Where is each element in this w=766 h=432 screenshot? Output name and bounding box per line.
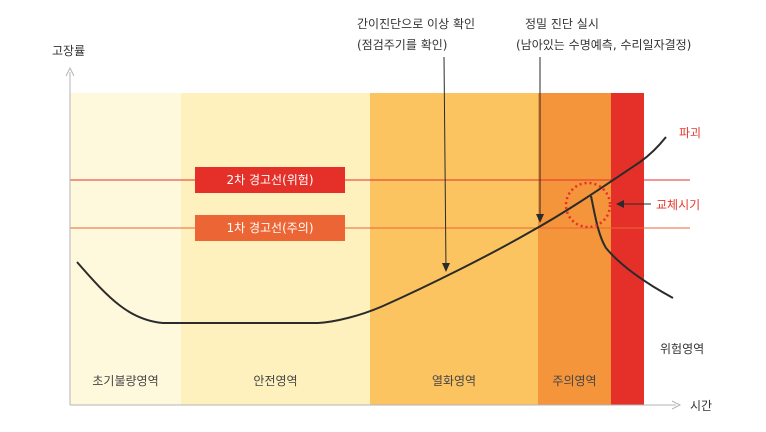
y-axis-label: 고장률 — [52, 44, 86, 58]
zone-degradation — [370, 93, 538, 405]
simple-diagnosis-pointer — [443, 56, 447, 270]
zone-label-degradation: 열화영역 — [431, 374, 477, 388]
replacement-arrowhead — [616, 200, 624, 208]
failure-label: 파괴 — [679, 126, 702, 140]
precise-diagnosis-subtitle: (남아있는 수명예측, 수리일자결정) — [516, 38, 692, 52]
replacement-point-circle — [564, 181, 612, 229]
simple-diagnosis-title: 간이진단으로 이상 확인 — [357, 17, 476, 31]
simple-diagnosis-subtitle: (점검주기를 확인) — [357, 38, 448, 52]
zone-safe — [181, 93, 370, 405]
warning-box-level2: 2차 경고선(위험) — [195, 167, 345, 193]
zone-label-safe: 안전영역 — [253, 374, 298, 388]
simple-diagnosis-arrowhead — [442, 263, 450, 272]
danger-zone-marker — [633, 345, 638, 350]
precise-diagnosis-title: 정밀 진단 실시 — [525, 17, 599, 31]
x-axis-label: 시간 — [690, 399, 713, 413]
warning-box-level1: 1차 경고선(주의) — [195, 215, 345, 241]
x-axis-arrowhead — [671, 400, 682, 410]
replacement-time-label: 교체시기 — [656, 198, 701, 212]
zone-label-caution: 주의영역 — [552, 374, 597, 388]
danger-zone-label: 위험영역 — [660, 342, 705, 356]
precise-diagnosis-arrowhead — [536, 214, 544, 223]
y-axis-arrowhead — [65, 66, 75, 77]
failure-rate-curve — [76, 136, 667, 324]
zone-caution — [538, 93, 611, 405]
zone-label-initial-failure: 초기불량영역 — [92, 374, 159, 388]
post-replacement-curve — [590, 195, 674, 299]
zone-initial-failure — [70, 93, 181, 405]
zone-danger — [611, 93, 644, 405]
